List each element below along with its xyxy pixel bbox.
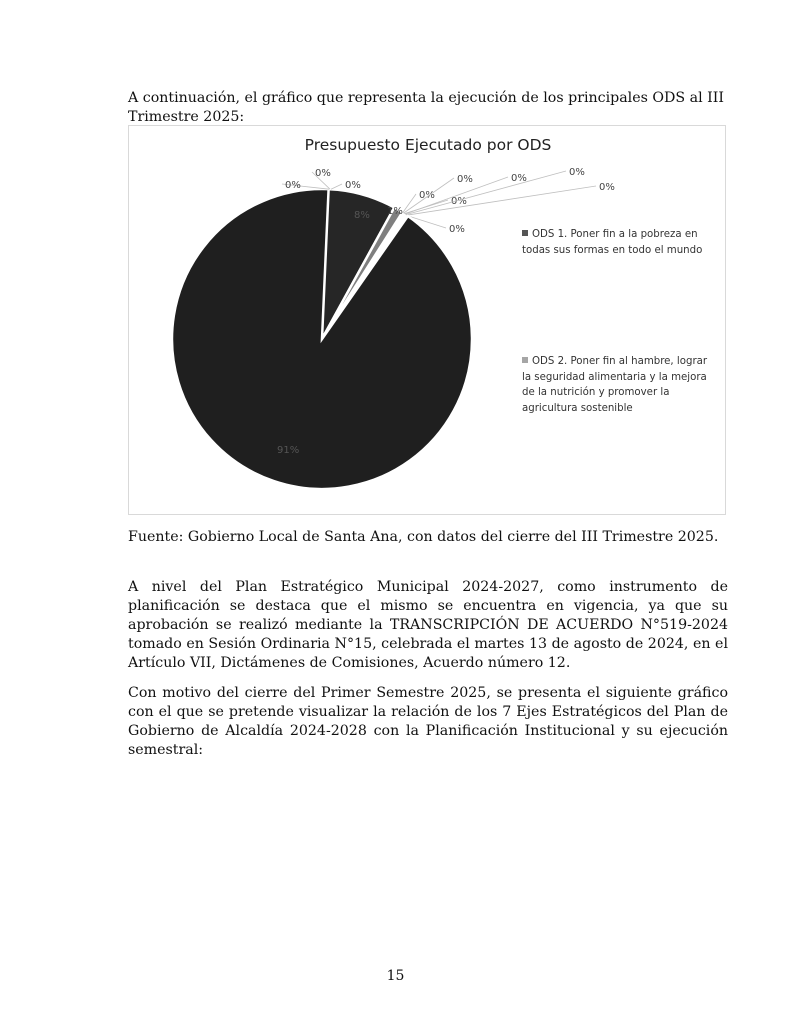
data-label: 0% xyxy=(569,167,585,178)
data-label: 0% xyxy=(451,196,467,207)
leader-line xyxy=(407,215,447,229)
legend-marker xyxy=(522,357,528,363)
data-label: 0% xyxy=(315,168,331,179)
legend-item-ods1: ODS 1. Poner fin a la pobreza en todas s… xyxy=(522,227,717,258)
chart-title: Presupuesto Ejecutado por ODS xyxy=(304,136,552,154)
page-number: 15 xyxy=(386,968,405,984)
legend-marker xyxy=(522,230,528,236)
source-note: Fuente: Gobierno Local de Santa Ana, con… xyxy=(128,529,719,545)
leader-line xyxy=(405,170,567,216)
pie-svg: 8% 1% 0% 0% 0% 0% 0% 0% 0% 91% 0% 0% 0% xyxy=(170,167,615,491)
leader-line xyxy=(406,185,597,216)
data-label: 0% xyxy=(599,182,615,193)
data-label: 8% xyxy=(354,210,370,221)
paragraph: A nivel del Plan Estratégico Municipal 2… xyxy=(128,579,728,671)
leader-line xyxy=(330,183,343,190)
data-label: 0% xyxy=(511,173,527,184)
pie-slice xyxy=(320,205,405,340)
leader-line xyxy=(403,177,455,214)
legend-label: ODS 1. Poner fin a la pobreza en todas s… xyxy=(522,229,703,256)
data-label: 1% xyxy=(387,206,403,217)
data-label: 0% xyxy=(449,224,465,235)
leader-line xyxy=(402,193,417,213)
pie-chart: Presupuesto Ejecutado por ODS 8% 1% 0% 0% 0%… xyxy=(128,125,726,515)
paragraph: Con motivo del cierre del Primer Semestr… xyxy=(128,685,728,758)
data-label: 91% xyxy=(277,445,299,456)
data-label: 0% xyxy=(285,180,301,191)
legend-item-ods2: ODS 2. Poner fin al hambre, lograr la se… xyxy=(522,354,717,416)
pie-slice xyxy=(170,187,474,491)
leader-line xyxy=(405,176,509,215)
leader-line xyxy=(311,171,331,190)
legend-label: ODS 2. Poner fin al hambre, lograr la se… xyxy=(522,356,708,414)
data-label: 0% xyxy=(419,190,435,201)
data-label: 0% xyxy=(457,174,473,185)
intro-paragraph: A continuación, el gráfico que represent… xyxy=(128,90,724,125)
leader-line xyxy=(281,183,330,190)
data-label: 0% xyxy=(345,180,361,191)
